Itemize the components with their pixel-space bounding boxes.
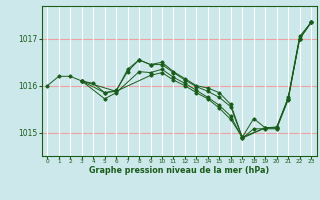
X-axis label: Graphe pression niveau de la mer (hPa): Graphe pression niveau de la mer (hPa): [89, 166, 269, 175]
